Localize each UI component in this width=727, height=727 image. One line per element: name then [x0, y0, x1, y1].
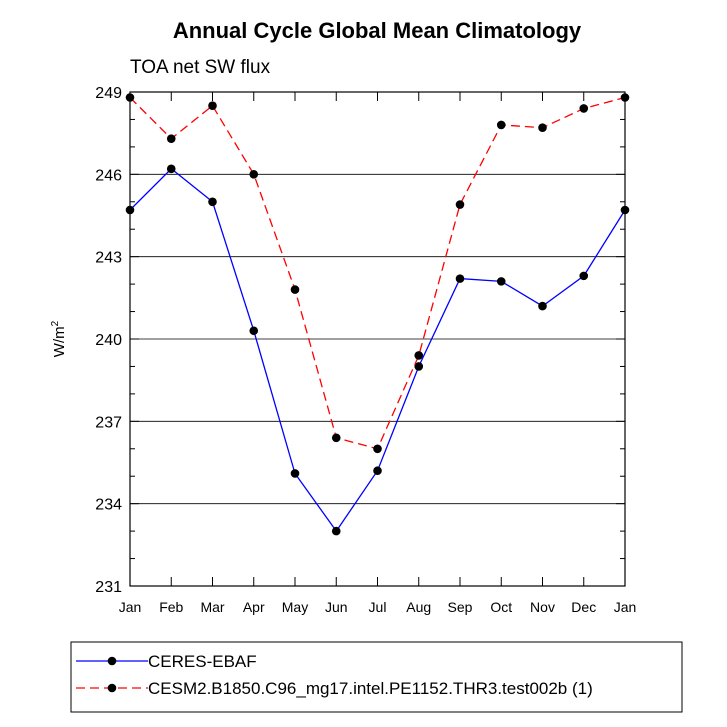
series-1-point [331, 433, 341, 443]
x-tick-label: Nov [530, 599, 555, 615]
y-tick-label: 231 [95, 579, 122, 596]
y-tick-label: 249 [95, 85, 122, 102]
series-1-point [290, 285, 300, 294]
series-1-point [496, 120, 506, 130]
series-0-point [208, 197, 217, 207]
series-0-point [414, 362, 424, 371]
series-1-point [249, 170, 259, 179]
series-1-point [373, 444, 382, 454]
x-tick-label: Sep [448, 599, 473, 615]
series-0-point [125, 205, 135, 215]
series-0-point [331, 526, 341, 536]
x-tick-label: Feb [159, 599, 183, 615]
legend: CERES-EBAF CESM2.B1850.C96_mg17.intel.PE1… [76, 652, 593, 698]
series-0-point [455, 274, 465, 283]
series-0-point [373, 466, 382, 476]
series-1-point [579, 104, 589, 113]
x-tick-label: Apr [243, 599, 265, 615]
x-tick-label: Jun [325, 599, 348, 615]
x-tick-label: Jan [119, 599, 142, 615]
y-tick-label: 237 [95, 414, 122, 431]
series-0-point [538, 301, 547, 311]
series-line-1 [129, 96, 626, 450]
chart-title: Annual Cycle Global Mean Climatology [173, 18, 582, 43]
x-tick-label: Aug [406, 599, 431, 615]
y-axis-label: W/m2 [50, 320, 68, 357]
x-tick-label: Oct [490, 599, 512, 615]
series-0-point [620, 205, 630, 215]
series-1-point [166, 134, 176, 143]
series-1-point [208, 101, 217, 111]
series-0-point [496, 277, 506, 286]
series-line-0 [129, 167, 626, 533]
x-tick-label: Jul [369, 599, 387, 615]
x-tick-label: May [282, 599, 308, 615]
y-axis-label-text: W/m [51, 326, 68, 357]
legend-box [70, 641, 683, 713]
series-1-point [620, 93, 630, 102]
y-tick-label: 234 [95, 497, 122, 514]
x-tick-label: Jan [614, 599, 637, 615]
y-axis: 231 234 237 240 243 246 249 [95, 85, 625, 596]
grid-lines [130, 173, 625, 505]
series-0-point [166, 164, 176, 174]
legend-label-0: CERES-EBAF [148, 652, 257, 671]
series-1-point [538, 123, 547, 132]
legend-marker-1 [107, 683, 117, 693]
series-0-point [579, 271, 589, 281]
y-tick-label: 243 [95, 250, 122, 267]
series-0-point [249, 326, 259, 336]
series-layer [125, 93, 630, 536]
legend-label-1: CESM2.B1850.C96_mg17.intel.PE1152.THR3.t… [148, 679, 593, 698]
series-1-point [414, 351, 424, 360]
x-axis: Jan Feb Mar Apr May Jun Jul Aug Sep Oct Nov Dec Jan [119, 92, 637, 615]
legend-marker-0 [107, 656, 117, 666]
chart-subtitle: TOA net SW flux [130, 57, 271, 78]
y-tick-label: 240 [95, 332, 122, 349]
y-tick-label: 246 [95, 167, 122, 184]
x-tick-label: Dec [571, 599, 596, 615]
y-axis-label-superscript: 2 [50, 320, 61, 326]
x-tick-label: Mar [200, 599, 224, 615]
series-1-point [455, 200, 465, 209]
series-1-point [125, 93, 135, 102]
series-0-point [290, 469, 300, 478]
